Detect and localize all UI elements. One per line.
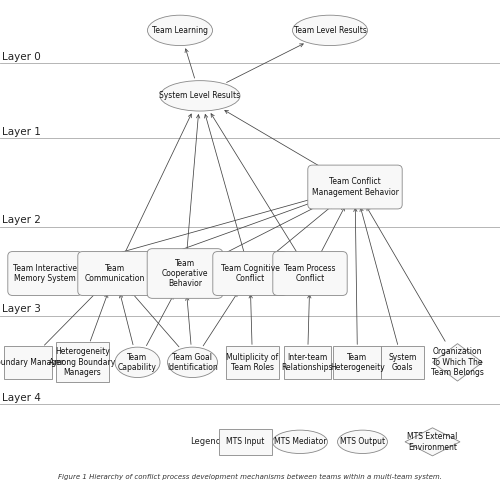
- Text: Heterogeneity
Among Boundary
Managers: Heterogeneity Among Boundary Managers: [50, 348, 116, 377]
- FancyBboxPatch shape: [4, 346, 51, 379]
- Text: Layer 4: Layer 4: [2, 393, 42, 403]
- FancyBboxPatch shape: [213, 252, 287, 295]
- FancyBboxPatch shape: [226, 346, 279, 379]
- FancyBboxPatch shape: [56, 342, 109, 382]
- Text: Organization
To Which The
Team Belongs: Organization To Which The Team Belongs: [431, 348, 484, 377]
- Ellipse shape: [148, 15, 212, 46]
- Text: System Level Results: System Level Results: [160, 92, 240, 100]
- Ellipse shape: [168, 347, 218, 377]
- Text: Team
Heterogeneity: Team Heterogeneity: [330, 353, 385, 372]
- Text: Layer 0: Layer 0: [2, 52, 41, 62]
- Text: Team Goal
Identification: Team Goal Identification: [167, 353, 218, 372]
- FancyBboxPatch shape: [334, 346, 382, 379]
- Text: Team
Cooperative
Behavior: Team Cooperative Behavior: [162, 259, 208, 288]
- Ellipse shape: [338, 430, 388, 454]
- Ellipse shape: [160, 80, 240, 111]
- FancyBboxPatch shape: [218, 428, 272, 455]
- FancyBboxPatch shape: [273, 252, 347, 295]
- Ellipse shape: [115, 347, 160, 377]
- Text: Boundary Manager: Boundary Manager: [0, 358, 64, 367]
- Text: Team Interactive
Memory System: Team Interactive Memory System: [13, 264, 77, 283]
- FancyBboxPatch shape: [8, 252, 82, 295]
- Text: Layer 3: Layer 3: [2, 304, 42, 314]
- FancyBboxPatch shape: [381, 346, 424, 379]
- Text: Team Cognitive
Conflict: Team Cognitive Conflict: [220, 264, 280, 283]
- Text: MTS Input: MTS Input: [226, 437, 264, 446]
- Text: Team Conflict
Management Behavior: Team Conflict Management Behavior: [312, 177, 398, 197]
- Text: Layer 2: Layer 2: [2, 215, 42, 226]
- FancyBboxPatch shape: [284, 346, 332, 379]
- Text: System
Goals: System Goals: [388, 353, 416, 372]
- Text: MTS External
Environment: MTS External Environment: [408, 432, 458, 452]
- FancyBboxPatch shape: [78, 252, 152, 295]
- Text: Multiplicity of
Team Roles: Multiplicity of Team Roles: [226, 353, 278, 372]
- Text: MTS Mediator: MTS Mediator: [274, 437, 326, 446]
- Text: Team Learning: Team Learning: [152, 26, 208, 35]
- FancyBboxPatch shape: [308, 165, 402, 209]
- Ellipse shape: [292, 15, 368, 46]
- Text: Team
Capability: Team Capability: [118, 353, 157, 372]
- FancyBboxPatch shape: [147, 249, 223, 298]
- Text: Legend:: Legend:: [190, 437, 224, 446]
- Text: Team Process
Conflict: Team Process Conflict: [284, 264, 336, 283]
- Text: Team
Communication: Team Communication: [85, 264, 145, 283]
- Ellipse shape: [272, 430, 328, 454]
- Polygon shape: [405, 428, 460, 456]
- Text: Figure 1 Hierarchy of conflict process development mechanisms between teams with: Figure 1 Hierarchy of conflict process d…: [58, 473, 442, 480]
- Text: MTS Output: MTS Output: [340, 437, 385, 446]
- Text: Layer 1: Layer 1: [2, 126, 42, 136]
- Polygon shape: [432, 344, 482, 381]
- Text: Inter-team
Relationships: Inter-team Relationships: [282, 353, 333, 372]
- Text: Team Level Results: Team Level Results: [294, 26, 366, 35]
